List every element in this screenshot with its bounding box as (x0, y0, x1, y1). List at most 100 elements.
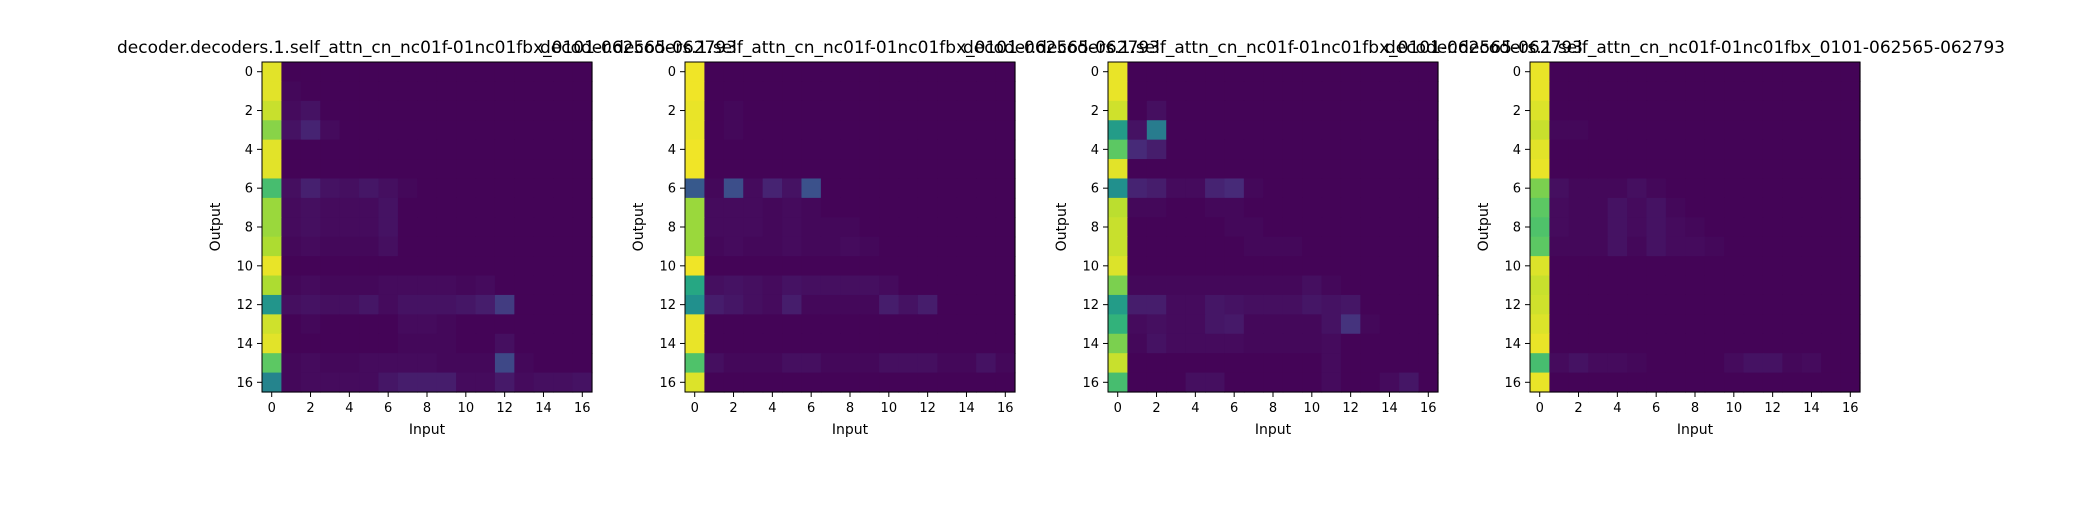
heatmap-cell (572, 197, 593, 218)
heatmap-cell (1801, 256, 1822, 277)
heatmap-cell (917, 139, 938, 160)
heatmap-cell (1801, 62, 1822, 83)
heatmap-cell (723, 236, 744, 257)
heatmap-cell (320, 217, 341, 238)
heatmap-cell (572, 62, 593, 83)
heatmap-cell (1530, 333, 1551, 354)
heatmap-cell (1282, 81, 1303, 102)
heatmap-cell (723, 314, 744, 335)
heatmap-cell (417, 314, 438, 335)
heatmap-cell (840, 256, 861, 277)
heatmap-cell (1665, 159, 1686, 180)
heatmap-cell (1108, 333, 1129, 354)
heatmap-cell (1568, 314, 1589, 335)
heatmap-cell (782, 100, 803, 121)
heatmap-cell (1821, 139, 1842, 160)
heatmap-cell (1127, 217, 1148, 238)
heatmap-cell (1340, 236, 1361, 257)
heatmap-cell (762, 100, 783, 121)
heatmap-cell (1549, 100, 1570, 121)
heatmap-cell (1108, 100, 1129, 121)
heatmap-cell (436, 159, 457, 180)
heatmap-cell (917, 275, 938, 296)
heatmap-cell (436, 100, 457, 121)
heatmap-cell (1724, 256, 1745, 277)
heatmap-cell (417, 100, 438, 121)
heatmap-cell (1185, 139, 1206, 160)
heatmap-cell (320, 178, 341, 199)
heatmap-cell (1224, 333, 1245, 354)
heatmap-cell (514, 275, 535, 296)
x-tick-label: 16 (574, 401, 591, 416)
heatmap-cell (1840, 120, 1861, 141)
heatmap-cell (1127, 197, 1148, 218)
heatmap-cell (762, 353, 783, 374)
heatmap-cell (417, 256, 438, 277)
heatmap-cell (782, 275, 803, 296)
heatmap-cell (572, 333, 593, 354)
heatmap-cell (514, 62, 535, 83)
heatmap-cell (1588, 256, 1609, 277)
heatmap-cell (1340, 294, 1361, 315)
heatmap-cell (359, 217, 380, 238)
heatmap-cell (1146, 275, 1167, 296)
x-axis-label: Input (409, 422, 446, 438)
heatmap-cell (494, 197, 515, 218)
heatmap-cell (1224, 236, 1245, 257)
heatmap-cell (1724, 333, 1745, 354)
x-tick-label: 2 (1152, 401, 1160, 416)
heatmap-cell (1302, 197, 1323, 218)
heatmap-cell (378, 178, 399, 199)
heatmap-cell (1782, 372, 1803, 393)
heatmap-cell (1627, 353, 1648, 374)
heatmap-cell (1627, 236, 1648, 257)
heatmap-cell (917, 197, 938, 218)
heatmap-cell (1340, 159, 1361, 180)
heatmap-cell (1418, 197, 1439, 218)
heatmap-cell (1185, 120, 1206, 141)
heatmap-cell (456, 62, 477, 83)
heatmap-cell (762, 333, 783, 354)
heatmap-cell (704, 100, 725, 121)
heatmap-cell (840, 81, 861, 102)
heatmap-cell (937, 197, 958, 218)
heatmap-cell (475, 314, 496, 335)
heatmap-cell (937, 100, 958, 121)
heatmap-cell (475, 62, 496, 83)
heatmap-cell (1607, 256, 1628, 277)
heatmap-cell (1530, 62, 1551, 83)
heatmap-cell (1646, 275, 1667, 296)
heatmap-cell (995, 275, 1016, 296)
heatmap-cell (1379, 139, 1400, 160)
heatmap-cell (1530, 159, 1551, 180)
heatmap-cell (1108, 314, 1129, 335)
heatmap-cell (1399, 197, 1420, 218)
heatmap-cell (1627, 120, 1648, 141)
heatmap-cell (995, 139, 1016, 160)
heatmap-cell (976, 100, 997, 121)
heatmap-cell (1399, 120, 1420, 141)
heatmap-cell (723, 178, 744, 199)
heatmap-cell (1588, 120, 1609, 141)
heatmap-cell (475, 275, 496, 296)
heatmap-cell (1205, 256, 1226, 277)
heatmap-cell (397, 314, 418, 335)
heatmap-cell (917, 294, 938, 315)
heatmap-cell (1185, 372, 1206, 393)
heatmap-cell (1146, 353, 1167, 374)
heatmap-cell (723, 256, 744, 277)
heatmap-cell (281, 372, 302, 393)
heatmap-cell (417, 120, 438, 141)
heatmap-cell (1166, 159, 1187, 180)
heatmap-cells (1108, 62, 1439, 393)
heatmap-cell (456, 256, 477, 277)
heatmap-cell (1185, 314, 1206, 335)
heatmap-cell (378, 159, 399, 180)
heatmap-cell (1127, 275, 1148, 296)
heatmap-cell (1704, 353, 1725, 374)
heatmap-cell (820, 294, 841, 315)
heatmap-cell (801, 333, 822, 354)
heatmap-cell (782, 197, 803, 218)
heatmap-cell (1665, 236, 1686, 257)
heatmap-cell (1379, 197, 1400, 218)
